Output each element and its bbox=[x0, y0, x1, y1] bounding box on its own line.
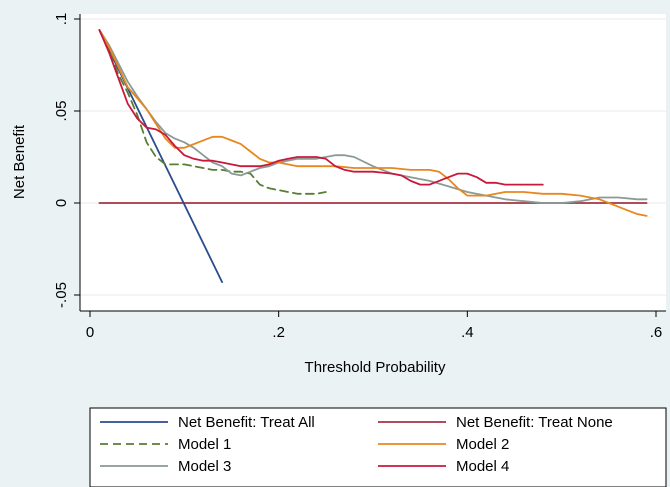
x-ticks: 0 .2 .4 .6 bbox=[86, 311, 662, 341]
legend-label-2: Model 1 bbox=[178, 436, 231, 453]
y-tick-label-1: 0 bbox=[53, 199, 70, 207]
x-tick-label-0: 0 bbox=[86, 324, 94, 341]
plot-area bbox=[80, 14, 666, 311]
x-tick-label-3: .6 bbox=[650, 324, 663, 341]
legend-label-1: Net Benefit: Treat None bbox=[456, 414, 613, 431]
x-tick-label-2: .4 bbox=[461, 324, 474, 341]
x-tick-label-1: .2 bbox=[272, 324, 285, 341]
y-tick-label-2: .05 bbox=[53, 101, 70, 122]
series-line-4 bbox=[98, 29, 648, 204]
series-layer bbox=[98, 29, 648, 284]
series-line-2 bbox=[98, 29, 327, 195]
legend-label-3: Model 2 bbox=[456, 436, 509, 453]
legend-label-4: Model 3 bbox=[178, 458, 231, 475]
y-axis-title: Net Benefit bbox=[11, 124, 28, 199]
x-axis-title: Threshold Probability bbox=[305, 359, 446, 376]
series-line-5 bbox=[98, 29, 544, 186]
y-tick-label-0: -.05 bbox=[53, 282, 70, 308]
legend-label-5: Model 4 bbox=[456, 458, 509, 475]
y-ticks: -.05 0 .05 .1 bbox=[53, 13, 80, 308]
legend-label-0: Net Benefit: Treat All bbox=[178, 414, 315, 431]
legend: Net Benefit: Treat All Net Benefit: Treat… bbox=[100, 414, 613, 475]
y-tick-label-3: .1 bbox=[53, 13, 70, 26]
